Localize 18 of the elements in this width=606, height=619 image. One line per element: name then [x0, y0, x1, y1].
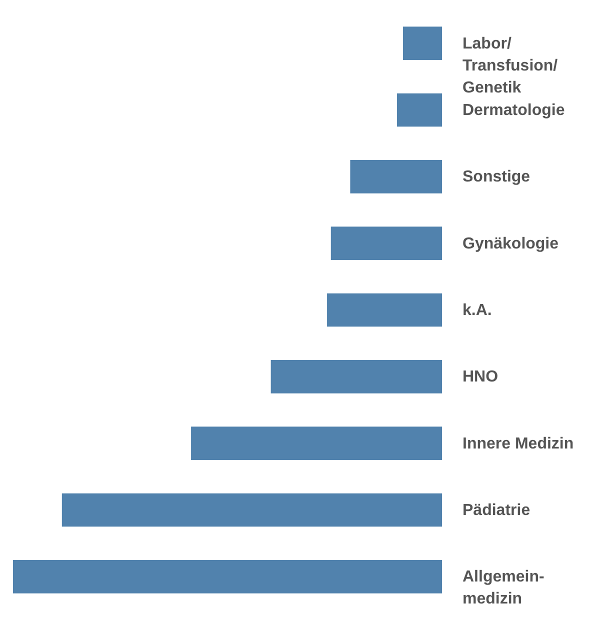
- bar: [396, 93, 442, 127]
- bar: [350, 160, 442, 194]
- bar: [62, 493, 442, 527]
- y-tick-label: Gynäkologie: [462, 235, 559, 252]
- y-tick-label: Sonstige: [462, 168, 530, 186]
- y-tick-label: k.A.: [462, 302, 492, 319]
- y-tick-label: Dermatologie: [462, 102, 565, 119]
- bar: [330, 226, 442, 260]
- y-tick-label: Labor/Transfusion/Genetik: [462, 35, 558, 96]
- y-tick-label: Allgemein-medizin: [462, 568, 544, 608]
- bar: [270, 360, 442, 394]
- bar: [191, 426, 442, 460]
- bar: [13, 560, 442, 594]
- bar: [327, 293, 442, 327]
- bar: [402, 26, 442, 60]
- y-tick-label: Innere Medizin: [462, 435, 574, 452]
- y-tick-label: Pädiatrie: [462, 502, 530, 519]
- y-tick-label: HNO: [462, 368, 498, 386]
